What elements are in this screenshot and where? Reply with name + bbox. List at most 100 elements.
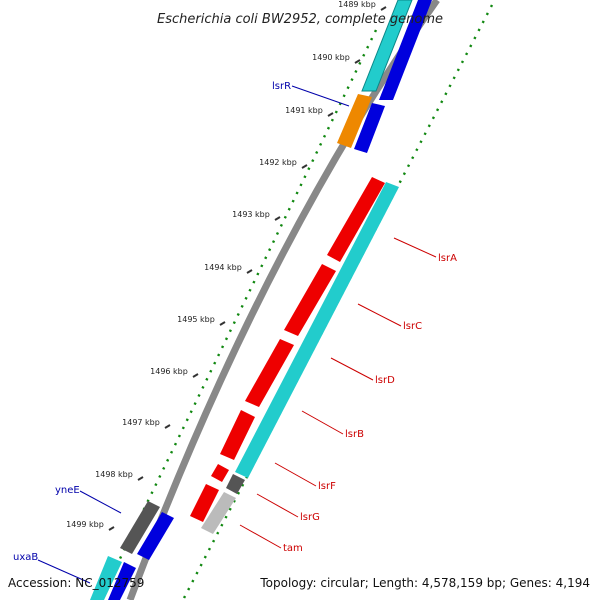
- ring-dot: [473, 36, 477, 40]
- kbp-tick-mark: [108, 526, 115, 531]
- gene-arrow-cyan-2[interactable]: [90, 556, 122, 600]
- kbp-tick-mark: [301, 164, 308, 169]
- ring-dot: [431, 116, 435, 120]
- ring-dot: [370, 37, 374, 41]
- ring-dot: [146, 499, 150, 503]
- ring-dot: [166, 458, 170, 462]
- gene-arrow-orange[interactable]: [337, 94, 372, 148]
- label-yneE[interactable]: yneE: [55, 485, 80, 496]
- ring-dot: [456, 68, 460, 72]
- ring-dot: [191, 579, 195, 583]
- kbp-tick-label: 1492 kbp: [259, 158, 297, 167]
- gene-arrow-red-lsrD[interactable]: [245, 339, 294, 407]
- leader-lsrG: [256, 493, 299, 518]
- label-lsrA[interactable]: lsrA: [438, 253, 457, 264]
- ring-dot: [402, 172, 406, 176]
- gene-arrow-blue-4[interactable]: [108, 562, 136, 600]
- gene-arrow-cyan-long[interactable]: [235, 182, 399, 478]
- ring-dot: [154, 483, 158, 487]
- label-lsrC[interactable]: lsrC: [403, 321, 422, 332]
- ring-dot: [419, 140, 423, 144]
- topology-text: Topology: circular; Length: 4,578,159 bp…: [259, 576, 590, 590]
- ring-dot: [366, 45, 370, 49]
- gene-arrow-red-lsrC[interactable]: [284, 264, 336, 336]
- ring-dot: [205, 377, 209, 381]
- gene-arrow-blue-2[interactable]: [354, 103, 385, 153]
- kbp-ticks: 1489 kbp 1490 kbp 1491 kbp 1492 kbp 1493 kbp…: [66, 0, 387, 531]
- ring-dot: [279, 223, 283, 227]
- leader-yneE: [79, 490, 122, 514]
- kbp-tick-mark: [380, 6, 387, 11]
- label-lsrB[interactable]: lsrB: [345, 429, 364, 440]
- ring-dot: [299, 183, 303, 187]
- label-lsrF[interactable]: lsrF: [318, 481, 336, 492]
- leader-lsrA: [393, 237, 437, 258]
- gene-labels: lsrR lsrA lsrC lsrD lsrB lsrF lsrG tam y…: [13, 81, 457, 563]
- gene-arrow-lightgray-tam[interactable]: [201, 492, 236, 534]
- ring-dot: [315, 150, 319, 155]
- ring-dot: [465, 52, 469, 56]
- ring-dot: [240, 304, 244, 308]
- leader-lsrB: [301, 410, 344, 435]
- gene-arrow-red-lsrA[interactable]: [327, 177, 385, 262]
- ring-dot: [209, 369, 213, 373]
- ring-dot: [203, 555, 207, 559]
- ring-dot: [452, 76, 456, 80]
- kbp-tick-mark: [327, 112, 334, 117]
- ring-dot: [181, 426, 185, 430]
- ring-dot: [275, 231, 280, 236]
- ring-dot: [228, 507, 232, 511]
- gene-arrow-blue-3[interactable]: [137, 512, 174, 560]
- gene-arrow-red-tam-left[interactable]: [190, 484, 219, 522]
- leader-lsrD: [330, 357, 374, 381]
- ring-dot: [469, 44, 473, 48]
- gene-arrow-blue-1[interactable]: [379, 0, 432, 100]
- ring-dot: [427, 124, 431, 128]
- gene-arrow-gray-lsrG[interactable]: [226, 474, 245, 494]
- ring-dot: [346, 86, 350, 90]
- ring-dot: [252, 280, 256, 284]
- leader-uxaB: [37, 559, 91, 584]
- ring-dot: [444, 92, 448, 96]
- ring-dot: [182, 595, 187, 599]
- gene-arrow-cyan-1[interactable]: [361, 0, 413, 92]
- ring-dot: [244, 296, 248, 300]
- kbp-tick-mark: [164, 424, 171, 429]
- ring-dot: [311, 159, 315, 163]
- ring-dot: [241, 483, 245, 487]
- gene-arrow-red-lsrB[interactable]: [220, 410, 255, 460]
- ring-dot: [291, 199, 295, 203]
- ring-dot: [295, 191, 299, 195]
- ring-dot: [207, 547, 212, 551]
- ring-dot: [177, 434, 181, 438]
- ring-dot: [150, 491, 154, 495]
- label-lsrG[interactable]: lsrG: [300, 512, 320, 523]
- kbp-tick-label: 1499 kbp: [66, 520, 104, 529]
- gene-arrow-darkgray-yneE[interactable]: [120, 501, 160, 554]
- ring-dot: [330, 118, 334, 122]
- ring-dot: [173, 442, 178, 446]
- label-tam[interactable]: tam: [283, 543, 303, 554]
- label-lsrD[interactable]: lsrD: [375, 375, 395, 386]
- ring-dot: [248, 288, 252, 292]
- ring-dot: [256, 272, 260, 276]
- label-uxaB[interactable]: uxaB: [13, 552, 38, 563]
- ring-dot: [423, 132, 427, 136]
- ring-dot: [220, 523, 224, 527]
- ring-dot: [326, 126, 331, 130]
- kbp-tick-mark: [274, 216, 281, 221]
- leader-lsrR: [291, 85, 350, 107]
- ring-dot: [435, 108, 440, 112]
- ring-dot: [415, 148, 419, 152]
- ring-dot: [224, 337, 229, 341]
- kbp-tick-label: 1491 kbp: [285, 106, 323, 115]
- label-lsrR[interactable]: lsrR: [272, 81, 291, 92]
- ring-dot: [162, 466, 166, 470]
- leader-tam: [239, 524, 282, 549]
- ring-dot: [271, 240, 276, 244]
- gene-arrow-red-lsrF[interactable]: [211, 464, 229, 482]
- ring-dot: [283, 215, 287, 219]
- ring-dot: [406, 164, 411, 168]
- ring-dot: [358, 61, 362, 65]
